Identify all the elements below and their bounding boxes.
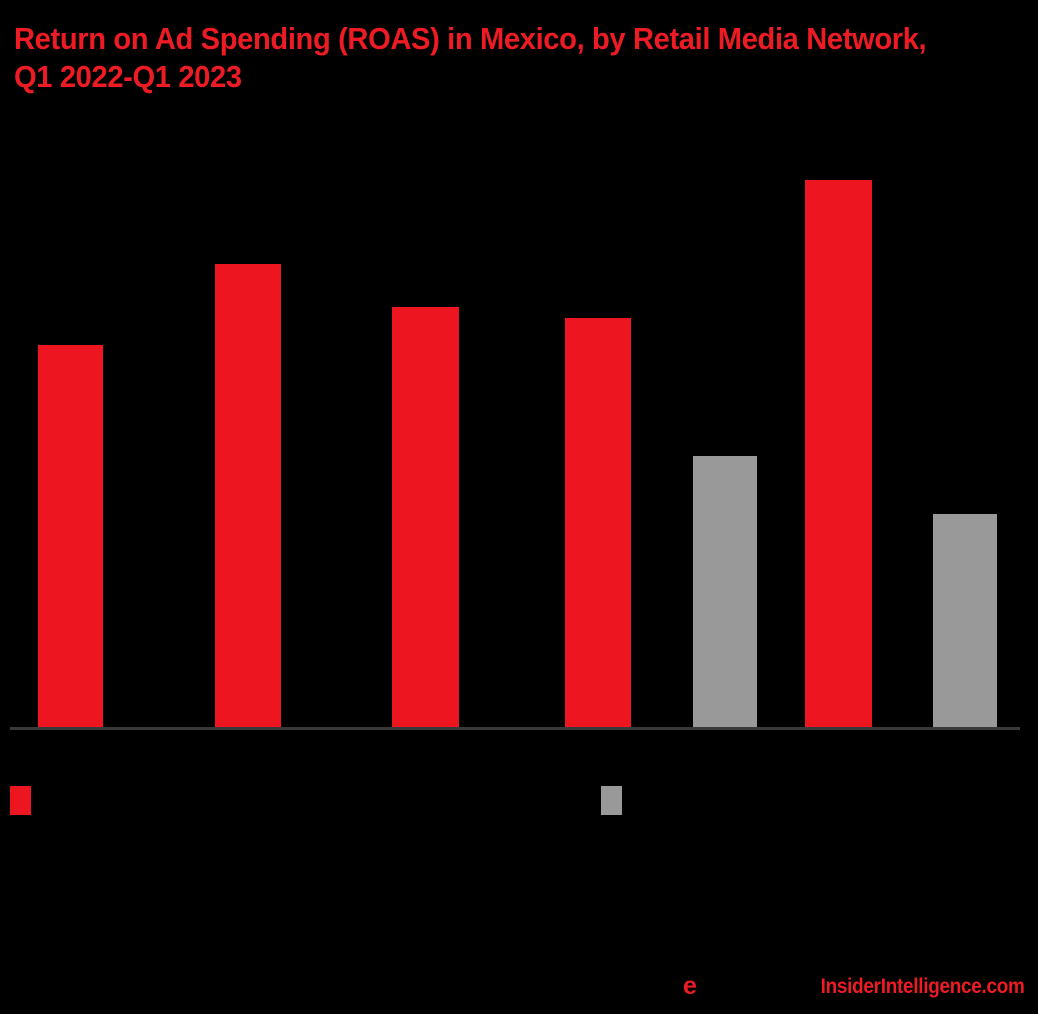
bar-value-label-1: 3.9 bbox=[56, 317, 85, 339]
gray-swatch-icon bbox=[601, 786, 622, 815]
chart-legend: Retail media network A Retail media netw… bbox=[0, 786, 1038, 820]
page-title: Return on Ad Spending (ROAS) in Mexico, … bbox=[14, 21, 935, 94]
bar-value-label-3: 4.3 bbox=[411, 279, 440, 301]
bar-5: 2.8 bbox=[693, 428, 757, 727]
x-axis-label-1: Q1 2022 bbox=[41, 730, 99, 747]
bar-value-label-7: 2.2 bbox=[951, 486, 979, 508]
legend-label-series-b: Retail media network B bbox=[632, 791, 809, 809]
emarketer-logo-icon: e bbox=[683, 972, 697, 1000]
chart-plot-area: 3.9 4.7 4.3 4.2 2.8 5.6 2.2 bbox=[0, 140, 1038, 730]
bar-2: 4.7 bbox=[215, 236, 281, 727]
bar-1: 3.9 bbox=[38, 317, 103, 727]
x-axis-line bbox=[10, 727, 1020, 730]
footer-brand-link[interactable]: InsiderIntelligence.com bbox=[820, 975, 1024, 998]
red-swatch-icon bbox=[10, 786, 31, 815]
x-axis-label-5: Q1 2023 bbox=[871, 730, 929, 747]
bar-7: 2.2 bbox=[933, 486, 997, 727]
x-axis-category-labels: Q1 2022 Q2 2022 Q3 2022 Q4 2022 Q1 2023 bbox=[0, 730, 1038, 780]
bar-value-label-4: 4.2 bbox=[584, 290, 612, 312]
x-axis-label-2: Q2 2022 bbox=[218, 730, 276, 747]
bar-4: 4.2 bbox=[565, 290, 631, 727]
bar-value-label-5: 2.8 bbox=[711, 428, 739, 450]
legend-item-series-b[interactable]: Retail media network B bbox=[601, 786, 808, 815]
legend-item-series-a[interactable]: Retail media network A bbox=[10, 786, 216, 815]
bar-3: 4.3 bbox=[392, 279, 459, 727]
x-axis-label-3: Q3 2022 bbox=[396, 730, 454, 747]
chart-footer: e InsiderIntelligence.com bbox=[0, 970, 1038, 1010]
bar-6: 5.6 bbox=[805, 152, 872, 727]
x-axis-label-4: Q4 2022 bbox=[569, 730, 627, 747]
legend-label-series-a: Retail media network A bbox=[41, 791, 217, 809]
bar-value-label-2: 4.7 bbox=[234, 236, 262, 258]
bar-value-label-6: 5.6 bbox=[824, 152, 853, 174]
